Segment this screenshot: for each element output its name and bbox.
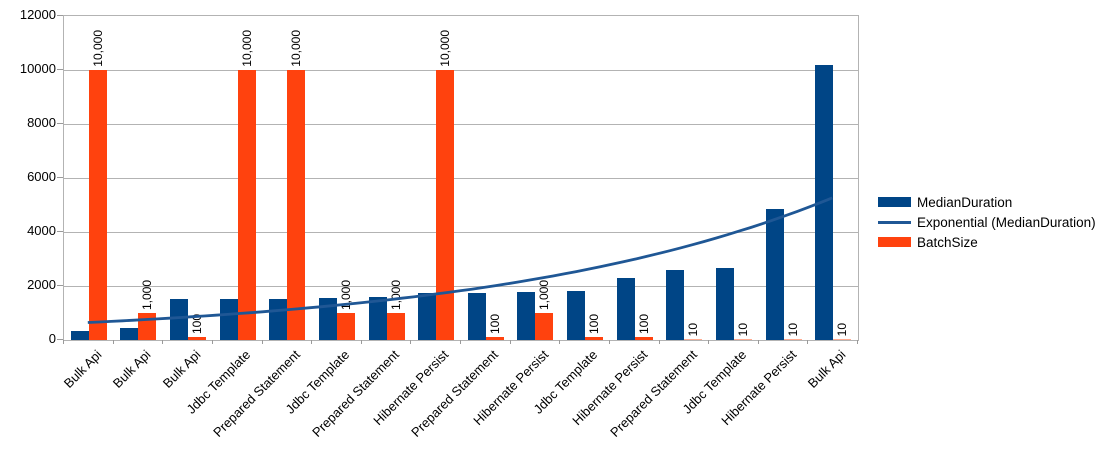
x-axis-tick xyxy=(460,340,461,344)
legend-item-exponential-trendline: Exponential (MedianDuration) xyxy=(878,212,1096,232)
bar-medianduration xyxy=(70,331,89,340)
bar-batchsize xyxy=(386,313,405,340)
y-axis-tick xyxy=(57,231,63,232)
x-axis-tick xyxy=(807,340,809,344)
x-axis-tick xyxy=(211,340,213,344)
x-axis-tick xyxy=(559,340,561,344)
bar-medianduration xyxy=(567,291,586,340)
y-axis-tick xyxy=(57,339,63,340)
bar-batchsize xyxy=(733,339,752,340)
x-axis-tick xyxy=(360,340,362,344)
bar-batchsize xyxy=(287,70,306,340)
x-axis-tick xyxy=(112,340,114,344)
y-axis-tick-label: 6000 xyxy=(27,169,56,184)
x-axis-tick xyxy=(708,340,710,344)
x-axis-tick xyxy=(509,340,511,344)
bar-medianduration xyxy=(120,328,139,340)
gridline xyxy=(64,177,858,179)
bar-batchsize xyxy=(585,337,604,340)
bar-batchsize xyxy=(336,313,355,340)
y-axis-tick-label: 0 xyxy=(48,331,56,346)
bar-batchsize xyxy=(783,339,802,340)
bar-medianduration xyxy=(219,299,238,340)
bar-medianduration xyxy=(517,292,536,340)
gridline xyxy=(64,285,858,287)
x-axis-tick xyxy=(757,340,759,344)
gridline xyxy=(64,231,858,233)
category-label: Bulk Api xyxy=(159,347,204,391)
x-axis-tick xyxy=(261,340,263,344)
y-axis-tick-label: 10000 xyxy=(19,61,56,76)
y-axis-tick-label: 8000 xyxy=(27,115,56,130)
category-label: Bulk Api xyxy=(804,347,849,391)
bar-batchsize xyxy=(88,70,107,340)
category-label: Bulk Api xyxy=(60,347,105,391)
category-label: Prepared Statement xyxy=(607,347,700,440)
y-axis-tick xyxy=(57,69,63,70)
bar-batchsize xyxy=(436,70,455,340)
plot-area: 10,000 1,000 100 10,000 10,000 1,000 1,000 10,0… xyxy=(63,15,859,341)
legend-item-batchsize: BatchSize xyxy=(878,232,1096,252)
category-label: Prepared Statement xyxy=(408,347,502,440)
bar-batchsize xyxy=(188,337,207,340)
legend-swatch-medianduration xyxy=(878,197,911,207)
bar-medianduration xyxy=(666,270,685,340)
y-axis-tick-label: 12000 xyxy=(19,7,56,22)
y-axis-tick xyxy=(57,285,63,286)
category-label: Bulk Api xyxy=(110,347,155,391)
y-axis-tick-label: 2000 xyxy=(27,277,56,292)
category-label: Prepared Statement xyxy=(309,347,403,440)
legend-swatch-batchsize xyxy=(878,237,911,247)
x-axis-tick xyxy=(311,340,313,344)
bar-batchsize xyxy=(634,337,653,340)
legend-label-batchsize: BatchSize xyxy=(917,234,978,250)
y-axis-tick xyxy=(57,15,63,16)
y-axis-tick xyxy=(57,177,63,178)
bar-medianduration xyxy=(616,278,635,340)
bar-batchsize xyxy=(684,339,703,340)
category-label: Prepared Statement xyxy=(210,347,303,440)
x-axis-tick xyxy=(857,340,858,344)
x-axis-tick xyxy=(410,340,412,344)
legend-swatch-trendline xyxy=(878,220,911,224)
x-axis-tick xyxy=(658,340,660,344)
bar-medianduration xyxy=(318,298,337,340)
bar-medianduration xyxy=(368,297,387,340)
exponential-trendline-path xyxy=(87,196,833,324)
legend-label-medianduration: MedianDuration xyxy=(917,194,1013,210)
x-axis-tick xyxy=(608,340,610,344)
bar-batchsize xyxy=(485,337,504,340)
trendline xyxy=(87,196,833,324)
bar-batchsize xyxy=(535,313,554,340)
gridline xyxy=(64,69,858,71)
bar-medianduration xyxy=(170,299,189,340)
bar-medianduration xyxy=(715,268,734,340)
x-axis-tick xyxy=(162,340,164,344)
legend: MedianDuration Exponential (MedianDurati… xyxy=(878,192,1096,252)
bar-batchsize xyxy=(833,339,852,340)
x-axis-tick xyxy=(63,340,64,344)
y-axis-tick xyxy=(57,123,63,124)
legend-label-trendline: Exponential (MedianDuration) xyxy=(917,214,1096,230)
bar-batchsize xyxy=(237,70,256,340)
bar-medianduration xyxy=(467,293,486,340)
gridline xyxy=(64,123,858,125)
legend-item-medianduration: MedianDuration xyxy=(878,192,1096,212)
bar-medianduration xyxy=(418,293,437,340)
y-axis-tick-label: 4000 xyxy=(27,223,56,238)
bar-medianduration xyxy=(765,209,784,340)
